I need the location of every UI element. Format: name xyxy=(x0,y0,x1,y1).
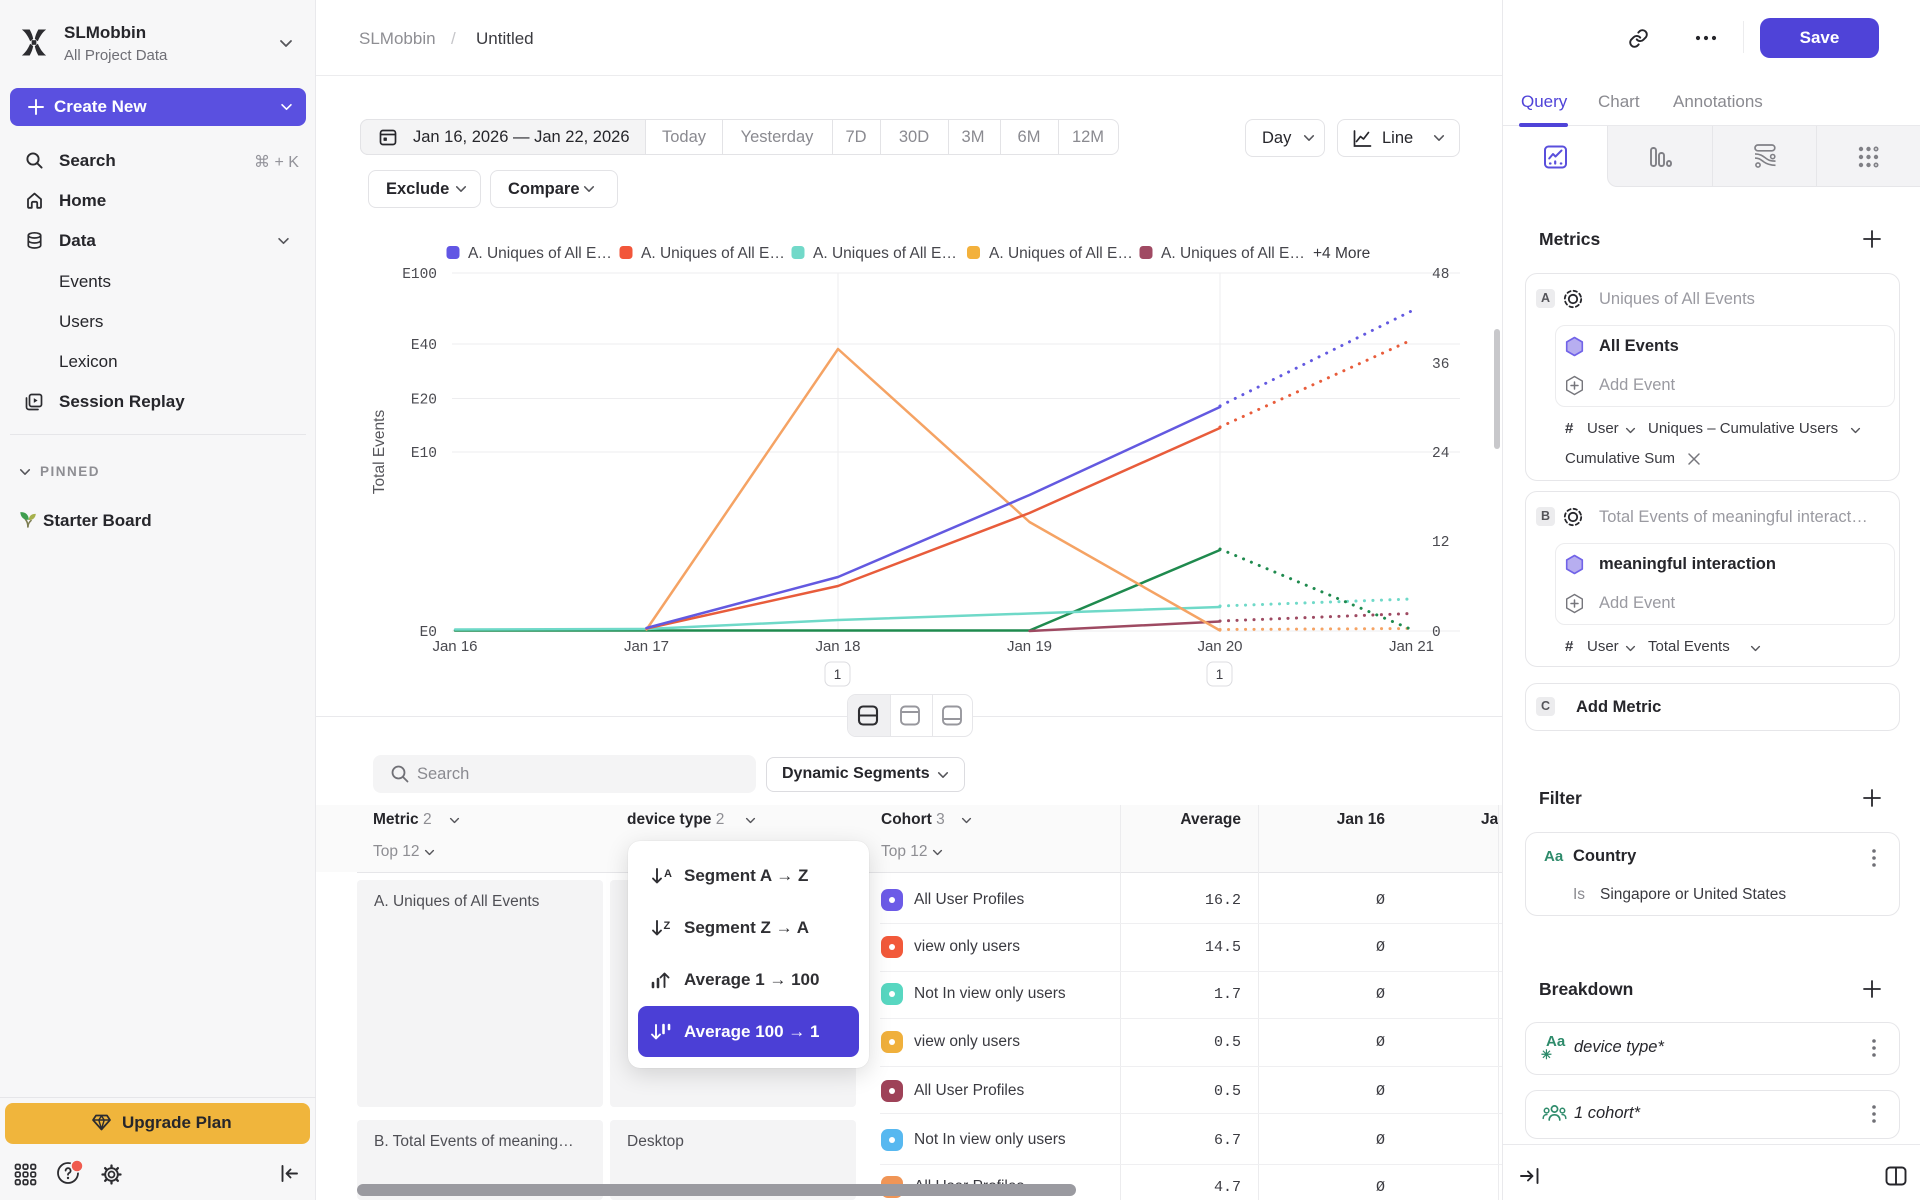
svg-text:Z: Z xyxy=(664,920,671,932)
svg-text:1: 1 xyxy=(1216,667,1224,682)
svg-text:E20: E20 xyxy=(411,393,437,409)
svg-text:Jan 20: Jan 20 xyxy=(1197,638,1242,655)
svg-text:Jan 18: Jan 18 xyxy=(815,638,860,655)
svg-text:24: 24 xyxy=(1432,446,1449,462)
svg-text:Jan 17: Jan 17 xyxy=(624,638,669,655)
svg-text:Total Events: Total Events xyxy=(371,410,388,495)
svg-text:1: 1 xyxy=(834,667,842,682)
svg-text:A. Uniques of All E…: A. Uniques of All E… xyxy=(468,245,612,262)
svg-text:A: A xyxy=(664,868,672,880)
svg-text:48: 48 xyxy=(1432,267,1449,283)
svg-text:Jan 21: Jan 21 xyxy=(1389,638,1434,655)
svg-text:E0: E0 xyxy=(420,625,437,641)
svg-text:Jan 16: Jan 16 xyxy=(432,638,477,655)
svg-text:A. Uniques of All E…: A. Uniques of All E… xyxy=(813,245,957,262)
svg-text:36: 36 xyxy=(1432,357,1449,373)
svg-text:A. Uniques of All E…: A. Uniques of All E… xyxy=(1161,245,1305,262)
svg-text:A. Uniques of All E…: A. Uniques of All E… xyxy=(641,245,785,262)
svg-text:E100: E100 xyxy=(402,267,437,283)
svg-text:A. Uniques of All E…: A. Uniques of All E… xyxy=(989,245,1133,262)
svg-text:12: 12 xyxy=(1432,535,1449,551)
svg-text:+4 More: +4 More xyxy=(1313,245,1370,262)
svg-text:E40: E40 xyxy=(411,338,437,354)
svg-text:E10: E10 xyxy=(411,446,437,462)
svg-text:0: 0 xyxy=(1432,625,1441,641)
svg-text:Jan 19: Jan 19 xyxy=(1007,638,1052,655)
